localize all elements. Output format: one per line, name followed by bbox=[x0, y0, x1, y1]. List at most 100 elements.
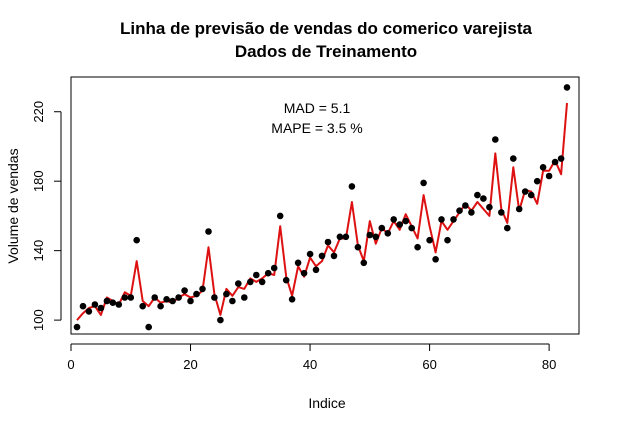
y-tick-label-140: 140 bbox=[31, 240, 46, 262]
data-point bbox=[324, 238, 332, 246]
x-tick-label-20: 20 bbox=[183, 357, 197, 372]
data-point bbox=[486, 203, 493, 211]
data-point bbox=[270, 264, 278, 272]
data-point bbox=[294, 259, 302, 267]
data-point bbox=[492, 136, 499, 143]
data-point bbox=[396, 221, 404, 228]
data-point bbox=[163, 296, 170, 303]
data-point bbox=[229, 297, 236, 305]
y-tick-label-100: 100 bbox=[31, 309, 46, 331]
data-point bbox=[456, 207, 463, 214]
data-point bbox=[282, 276, 290, 284]
data-point bbox=[480, 195, 487, 202]
chart-subtitle: Dados de Treinamento bbox=[235, 42, 417, 61]
data-point bbox=[330, 252, 338, 260]
data-point bbox=[306, 250, 314, 258]
data-point bbox=[91, 301, 99, 308]
data-point bbox=[462, 202, 469, 209]
data-point bbox=[366, 231, 374, 239]
data-point bbox=[551, 158, 559, 166]
data-point bbox=[252, 271, 260, 279]
x-tick-label-80: 80 bbox=[542, 357, 556, 372]
data-point bbox=[127, 294, 135, 301]
data-point bbox=[426, 236, 433, 244]
data-point bbox=[79, 302, 87, 310]
y-axis: 100 140 180 220 bbox=[31, 101, 62, 331]
x-tick-label-40: 40 bbox=[303, 357, 317, 372]
data-point bbox=[402, 217, 410, 225]
data-point bbox=[498, 209, 505, 216]
data-point bbox=[360, 259, 368, 267]
data-point bbox=[97, 304, 105, 312]
data-point bbox=[557, 155, 565, 162]
data-point bbox=[521, 188, 529, 195]
data-point bbox=[300, 269, 308, 277]
data-point bbox=[157, 302, 164, 310]
data-point bbox=[288, 296, 296, 303]
data-point bbox=[169, 297, 176, 305]
data-point bbox=[73, 323, 81, 331]
data-point bbox=[247, 278, 254, 286]
data-point bbox=[103, 297, 111, 305]
data-point bbox=[85, 308, 93, 315]
data-point bbox=[527, 191, 535, 199]
data-point bbox=[390, 216, 398, 223]
data-point bbox=[342, 233, 350, 241]
y-tick-label-220: 220 bbox=[31, 101, 46, 123]
data-point bbox=[348, 183, 356, 190]
annotation-mad: MAD = 5.1 bbox=[284, 100, 351, 116]
data-point bbox=[432, 255, 439, 263]
data-point bbox=[318, 252, 326, 260]
data-point bbox=[420, 179, 427, 187]
data-point bbox=[438, 216, 445, 223]
data-point bbox=[121, 294, 129, 301]
data-point bbox=[205, 228, 212, 235]
x-axis: 0 20 40 60 80 bbox=[67, 343, 556, 372]
points-group bbox=[73, 84, 571, 331]
data-point bbox=[151, 294, 158, 301]
data-point bbox=[336, 233, 344, 241]
data-point bbox=[181, 287, 188, 294]
data-point bbox=[193, 290, 200, 298]
data-point bbox=[504, 224, 511, 232]
data-point bbox=[235, 280, 242, 287]
annotation-mape: MAPE = 3.5 % bbox=[271, 120, 362, 136]
forecast-line-group bbox=[76, 102, 568, 321]
x-axis-label: Indice bbox=[308, 395, 346, 411]
data-point bbox=[241, 294, 248, 301]
data-point bbox=[109, 299, 117, 307]
data-point bbox=[175, 294, 182, 301]
data-point bbox=[217, 316, 224, 324]
data-point bbox=[354, 243, 362, 251]
y-tick-label-180: 180 bbox=[31, 170, 46, 192]
data-point bbox=[450, 216, 457, 223]
forecast-line bbox=[76, 102, 568, 321]
data-point bbox=[276, 212, 284, 220]
data-point bbox=[545, 172, 553, 180]
data-point bbox=[414, 243, 421, 251]
data-point bbox=[199, 285, 206, 293]
data-point bbox=[510, 155, 517, 162]
data-point bbox=[211, 294, 218, 301]
y-axis-label: Volume de vendas bbox=[5, 148, 21, 263]
data-point bbox=[187, 297, 194, 305]
data-point bbox=[378, 224, 386, 232]
data-point bbox=[539, 164, 547, 171]
data-point bbox=[115, 301, 123, 308]
data-point bbox=[258, 278, 266, 286]
data-point bbox=[312, 266, 320, 274]
data-point bbox=[474, 191, 481, 199]
data-point bbox=[223, 290, 230, 298]
data-point bbox=[372, 233, 380, 241]
data-point bbox=[563, 84, 571, 91]
data-point bbox=[145, 323, 152, 331]
data-point bbox=[444, 236, 451, 244]
x-tick-label-60: 60 bbox=[422, 357, 436, 372]
data-point bbox=[533, 177, 541, 185]
data-point bbox=[468, 209, 475, 216]
data-point bbox=[264, 269, 272, 277]
data-point bbox=[515, 205, 523, 213]
x-tick-label-0: 0 bbox=[67, 357, 74, 372]
data-point bbox=[133, 236, 140, 244]
